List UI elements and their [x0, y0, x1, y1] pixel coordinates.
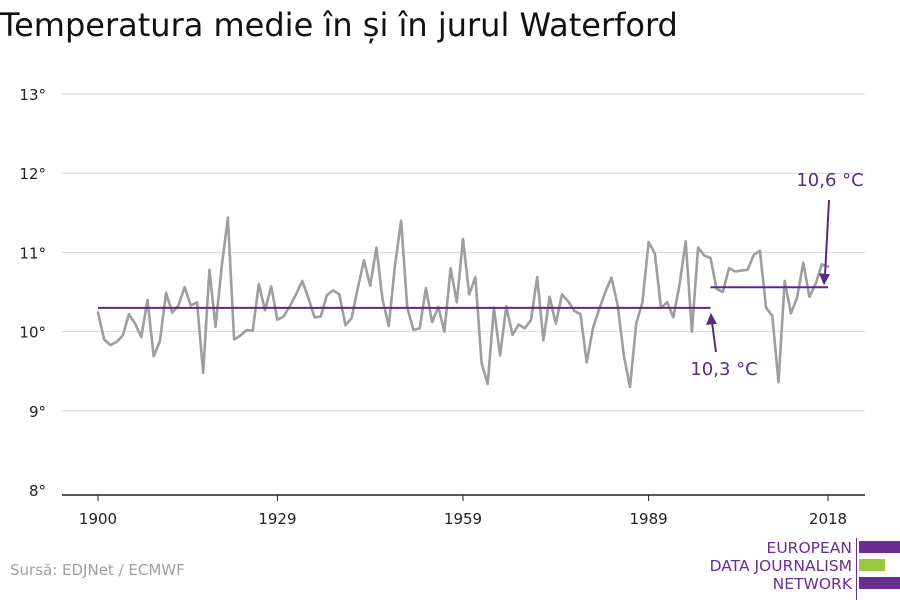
annotation-arrow-shaft — [824, 199, 830, 276]
x-tick-label: 2018 — [809, 510, 847, 528]
logo-bar-purple-top — [859, 541, 900, 553]
source-note: Sursă: EDJNet / ECMWF — [10, 561, 185, 579]
logo-text-line-2: DATA JOURNALISM — [709, 557, 852, 575]
annotations: 10,3 °C 10,6 °C — [690, 170, 863, 380]
chart-title: Temperatura medie în și în jurul Waterfo… — [0, 6, 678, 44]
y-tick-label: 10° — [19, 324, 46, 342]
y-tick-label: 11° — [19, 244, 46, 262]
x-tick-label: 1929 — [258, 510, 296, 528]
annotation-label-10-6: 10,6 °C — [796, 170, 863, 191]
y-tick-label: 13° — [19, 86, 46, 104]
y-tick-label: 9° — [29, 403, 46, 421]
reference-lines — [98, 286, 828, 309]
y-tick-label: 8° — [29, 482, 46, 500]
x-tick-label: 1959 — [444, 510, 482, 528]
edjnet-logo: EUROPEAN DATA JOURNALISM NETWORK — [700, 538, 900, 600]
logo-bar-green — [859, 559, 885, 571]
y-tick-label: 12° — [19, 165, 46, 183]
annotation-arrow-head — [819, 273, 830, 286]
annotation-arrow-head — [705, 312, 717, 325]
x-tick-label: 1989 — [629, 510, 667, 528]
x-tick-label: 1900 — [79, 510, 117, 528]
logo-text-line-1: EUROPEAN — [766, 539, 852, 557]
annotation-arrow-shaft — [710, 321, 717, 353]
y-axis-tick-labels: 8° 9° 10° 11° 12° 13° — [19, 86, 46, 500]
logo-divider — [856, 538, 857, 600]
logo-bar-purple-bottom — [859, 577, 900, 589]
x-axis-ticks: 1900 1929 1959 1989 2018 — [79, 495, 847, 528]
annotation-label-10-3: 10,3 °C — [690, 359, 757, 380]
logo-text-line-3: NETWORK — [772, 575, 852, 593]
